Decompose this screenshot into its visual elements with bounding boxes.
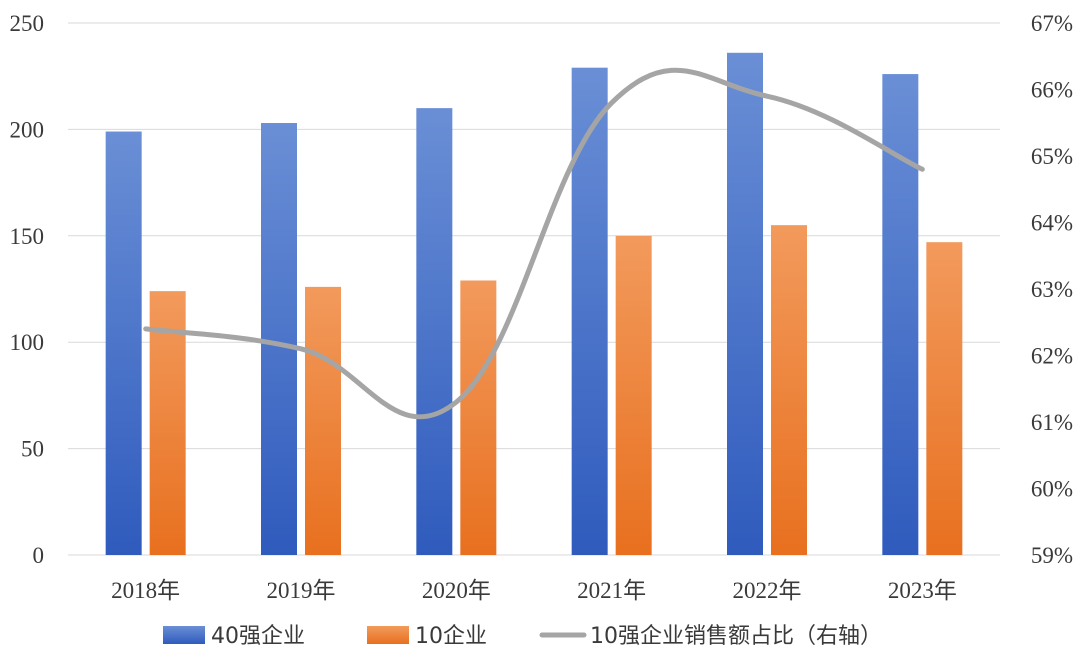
left-y-tick-label: 200 xyxy=(10,117,45,142)
left-y-tick-label: 50 xyxy=(21,437,44,462)
right-y-tick-label: 59% xyxy=(1031,543,1073,568)
gridlines xyxy=(68,22,1000,556)
right-y-axis: 59% 60% 61% 62% 63% 64% 65% 66% 67% xyxy=(1031,11,1073,568)
x-tick-label: 2019年 xyxy=(267,578,336,603)
legend: 40强企业 10企业 10强企业销售额占比（右轴） xyxy=(163,624,882,649)
x-tick-label: 2023年 xyxy=(888,578,957,603)
bar-top10-5 xyxy=(926,242,963,555)
x-tick-label: 2022年 xyxy=(733,578,802,603)
right-y-tick-label: 65% xyxy=(1031,144,1073,169)
legend-label: 10企业 xyxy=(415,624,487,649)
right-y-tick-label: 64% xyxy=(1031,211,1073,236)
legend-label: 40强企业 xyxy=(211,624,305,649)
line-series xyxy=(143,67,925,420)
bar-top40-2 xyxy=(416,108,453,556)
bar-top10-3 xyxy=(615,235,652,556)
bar-top40-3 xyxy=(571,67,608,556)
right-y-tick-label: 63% xyxy=(1031,277,1073,302)
legend-label: 10强企业销售额占比（右轴） xyxy=(590,624,882,649)
bar-top40-0 xyxy=(105,131,142,555)
legend-swatch xyxy=(163,626,205,644)
bar-top10-0 xyxy=(149,291,186,555)
left-y-axis: 0 50 100 150 200 250 xyxy=(10,11,45,568)
left-y-tick-label: 150 xyxy=(10,224,45,249)
x-tick-label: 2018年 xyxy=(111,578,180,603)
x-tick-label: 2021年 xyxy=(577,578,646,603)
right-y-tick-label: 62% xyxy=(1031,344,1073,369)
bar-top10-2 xyxy=(460,280,497,555)
right-y-tick-label: 60% xyxy=(1031,477,1073,502)
bar-top40-4 xyxy=(727,52,763,556)
legend-swatch xyxy=(367,626,409,644)
bar-top40-1 xyxy=(261,123,297,556)
left-y-tick-label: 250 xyxy=(10,11,45,36)
left-y-tick-label: 100 xyxy=(10,330,45,355)
bar-top40-5 xyxy=(882,74,919,556)
left-y-tick-label: 0 xyxy=(33,543,45,568)
share-line xyxy=(143,67,925,420)
bar-series xyxy=(105,52,963,556)
right-y-tick-label: 66% xyxy=(1031,78,1073,103)
bar-top10-1 xyxy=(305,286,341,555)
x-tick-label: 2020年 xyxy=(422,578,491,603)
bar-top10-4 xyxy=(771,225,807,555)
x-axis: 2018年 2019年 2020年 2021年 2022年 2023年 xyxy=(111,578,957,603)
right-y-tick-label: 61% xyxy=(1031,410,1073,435)
right-y-tick-label: 67% xyxy=(1031,11,1073,36)
